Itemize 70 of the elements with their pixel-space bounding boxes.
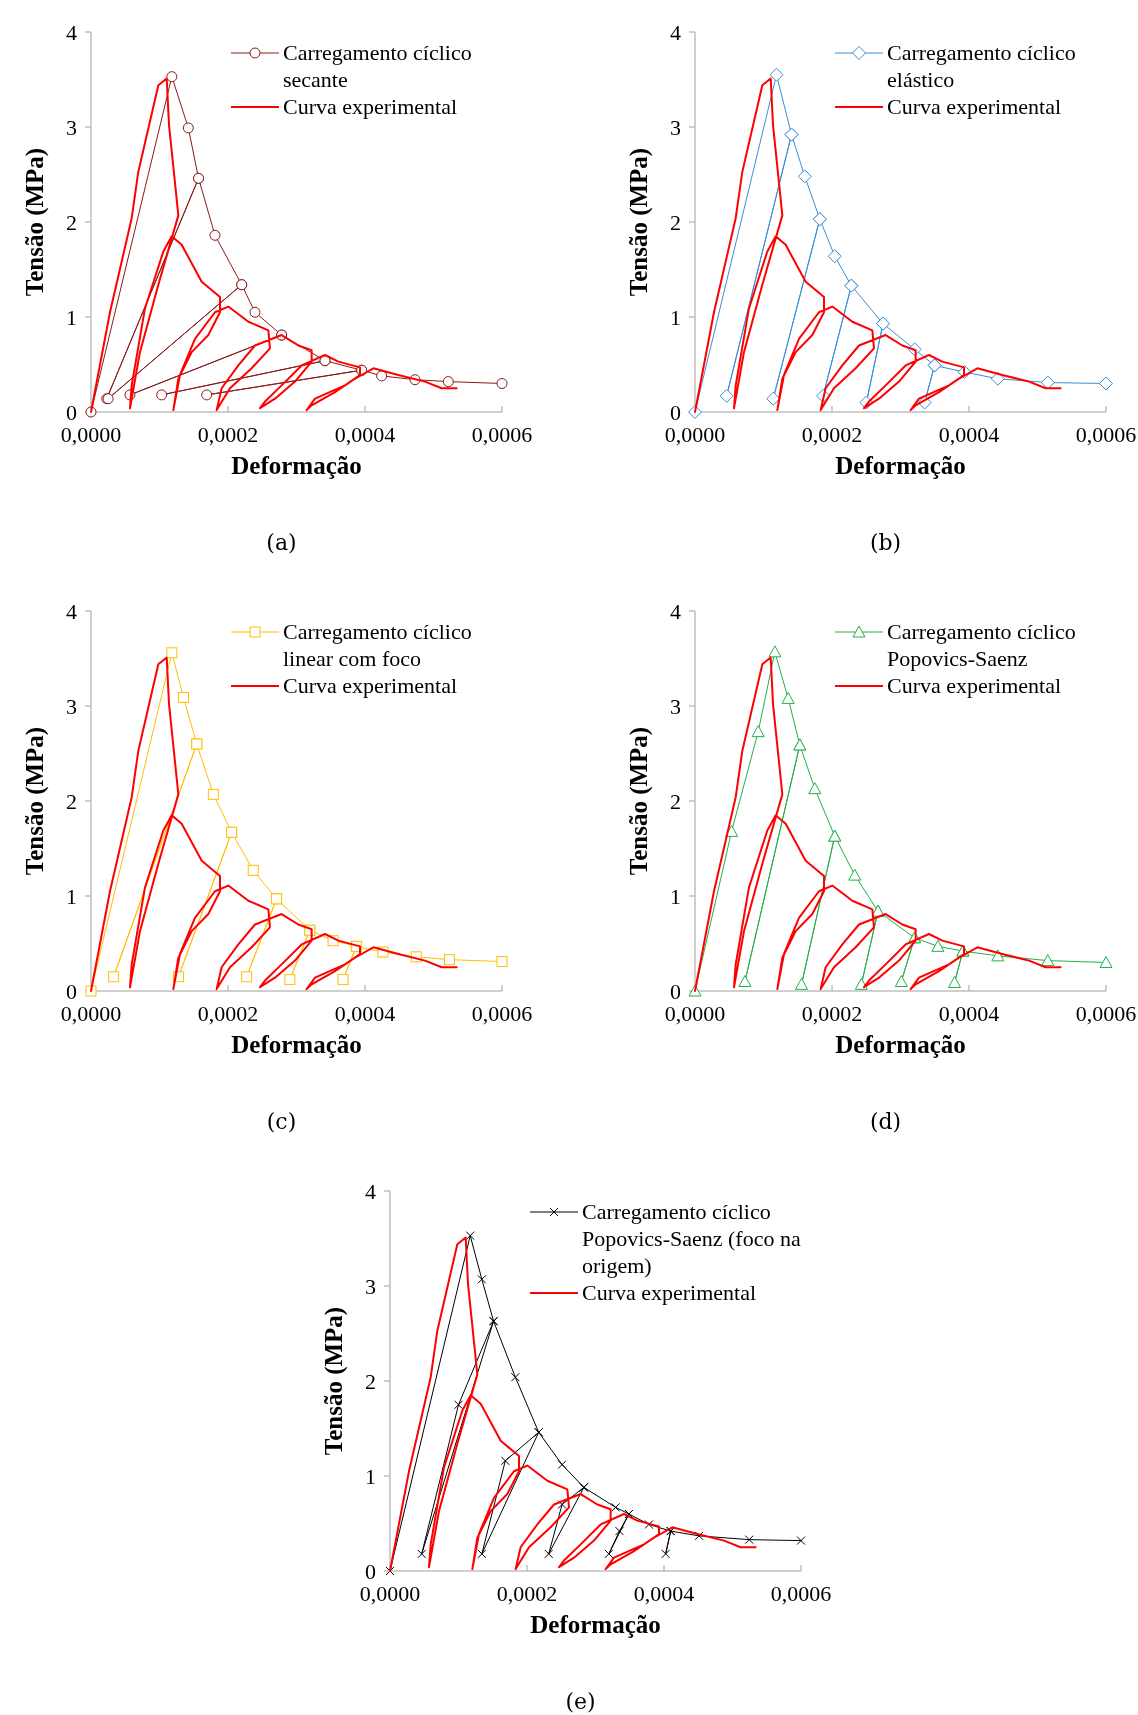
legend-label: Curva experimental bbox=[887, 94, 1062, 119]
legend-label: Carregamento cíclico linear com foco bbox=[283, 619, 472, 671]
y-tick-label: 0 bbox=[670, 399, 681, 425]
x-axis-title: Deformação bbox=[530, 1611, 661, 1638]
y-tick-label: 3 bbox=[670, 114, 681, 140]
x-tick-label: 0,0002 bbox=[801, 422, 863, 447]
text: (b) bbox=[869, 530, 902, 555]
legend-label: Curva experimental bbox=[283, 673, 458, 698]
x-axis-title: Deformação bbox=[835, 1031, 966, 1058]
y-tick-label: 4 bbox=[670, 19, 681, 45]
x-tick-label: 0,0006 bbox=[770, 1581, 832, 1606]
x-tick-label: 0,0002 bbox=[496, 1581, 558, 1606]
x-tick-label: 0,0000 bbox=[60, 1001, 122, 1026]
x-axis-title: Deformação bbox=[231, 452, 362, 479]
legend-label: Carregamento cíclico Popovics-Saenz (foco na origem) bbox=[582, 1199, 801, 1278]
y-axis-title: Tensão (MPa) bbox=[625, 726, 653, 876]
y-tick-label: 0 bbox=[365, 1558, 376, 1584]
y-tick-label: 4 bbox=[66, 19, 77, 45]
x-tick-label: 0,0006 bbox=[471, 422, 533, 447]
y-tick-label: 1 bbox=[365, 1463, 376, 1489]
x-tick-label: 0,0002 bbox=[801, 1001, 863, 1026]
x-tick-label: 0,0004 bbox=[938, 1001, 1000, 1026]
x-tick-label: 0,0000 bbox=[664, 1001, 726, 1026]
y-tick-label: 0 bbox=[66, 978, 77, 1004]
y-tick-label: 3 bbox=[670, 693, 681, 719]
y-axis-title: Tensão (MPa) bbox=[21, 147, 49, 297]
legend-label: Curva experimental bbox=[887, 673, 1062, 698]
legend-label: Carregamento cíclico Popovics-Saenz bbox=[887, 619, 1076, 671]
y-tick-label: 2 bbox=[66, 788, 77, 814]
y-tick-label: 3 bbox=[66, 693, 77, 719]
text: (c) bbox=[266, 1109, 297, 1134]
y-tick-label: 1 bbox=[66, 883, 77, 909]
x-tick-label: 0,0004 bbox=[938, 422, 1000, 447]
x-tick-label: 0,0006 bbox=[471, 1001, 533, 1026]
x-tick-label: 0,0004 bbox=[633, 1581, 695, 1606]
y-tick-label: 2 bbox=[670, 788, 681, 814]
x-tick-label: 0,0004 bbox=[334, 422, 396, 447]
y-tick-label: 2 bbox=[365, 1368, 376, 1394]
text: (e) bbox=[565, 1689, 596, 1714]
text: (a) bbox=[266, 530, 297, 555]
y-tick-label: 4 bbox=[670, 598, 681, 624]
legend-label: Curva experimental bbox=[283, 94, 458, 119]
y-tick-label: 3 bbox=[66, 114, 77, 140]
y-tick-label: 2 bbox=[66, 209, 77, 235]
y-axis-title: Tensão (MPa) bbox=[21, 726, 49, 876]
x-tick-label: 0,0004 bbox=[334, 1001, 396, 1026]
x-tick-label: 0,0000 bbox=[359, 1581, 421, 1606]
legend-label: Curva experimental bbox=[582, 1280, 757, 1305]
x-tick-label: 0,0002 bbox=[197, 422, 259, 447]
x-tick-label: 0,0002 bbox=[197, 1001, 259, 1026]
text: (d) bbox=[869, 1109, 902, 1134]
y-tick-label: 4 bbox=[365, 1178, 376, 1204]
y-tick-label: 2 bbox=[670, 209, 681, 235]
x-axis-title: Deformação bbox=[835, 452, 966, 479]
legend-label: Carregamento cíclico elástico bbox=[887, 40, 1076, 92]
y-tick-label: 1 bbox=[670, 304, 681, 330]
y-tick-label: 0 bbox=[670, 978, 681, 1004]
y-tick-label: 3 bbox=[365, 1273, 376, 1299]
x-tick-label: 0,0000 bbox=[664, 422, 726, 447]
x-tick-label: 0,0000 bbox=[60, 422, 122, 447]
y-axis-title: Tensão (MPa) bbox=[625, 147, 653, 297]
x-axis-title: Deformação bbox=[231, 1031, 362, 1058]
legend-label: Carregamento cíclico secante bbox=[283, 40, 472, 92]
y-tick-label: 1 bbox=[66, 304, 77, 330]
y-tick-label: 4 bbox=[66, 598, 77, 624]
y-axis-title: Tensão (MPa) bbox=[320, 1306, 348, 1456]
x-tick-label: 0,0006 bbox=[1075, 422, 1137, 447]
y-tick-label: 1 bbox=[670, 883, 681, 909]
y-tick-label: 0 bbox=[66, 399, 77, 425]
x-tick-label: 0,0006 bbox=[1075, 1001, 1137, 1026]
